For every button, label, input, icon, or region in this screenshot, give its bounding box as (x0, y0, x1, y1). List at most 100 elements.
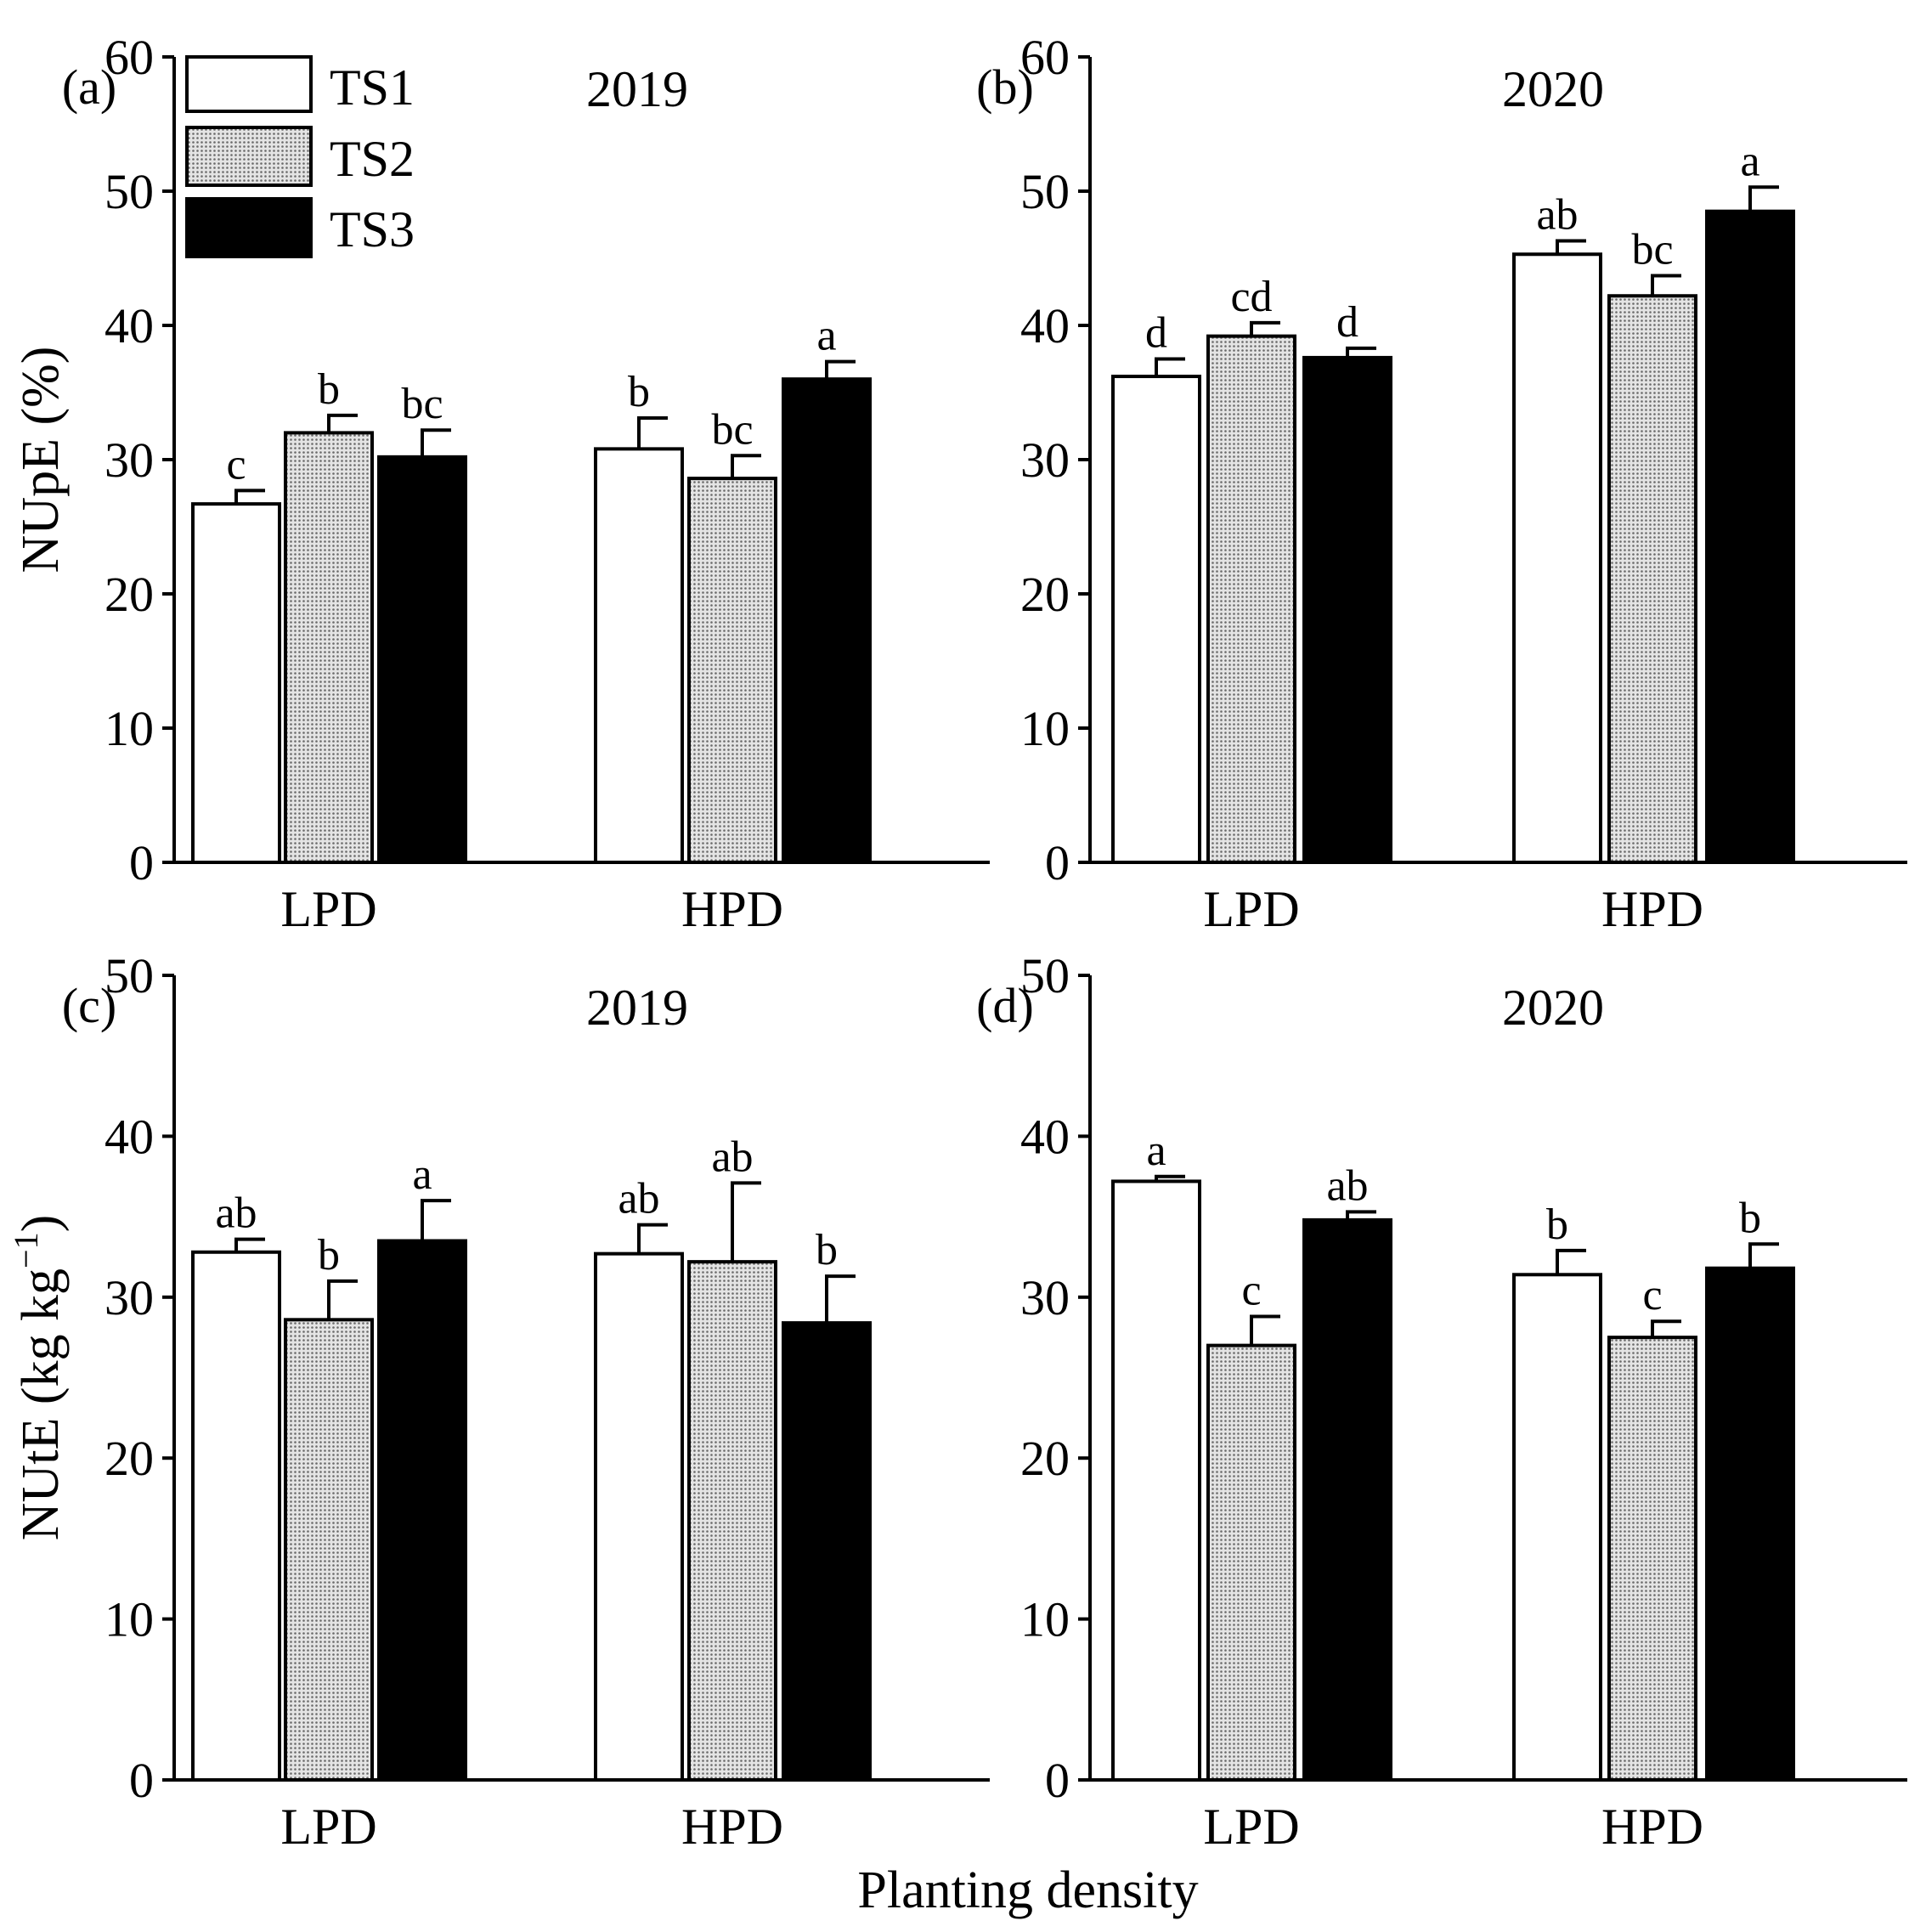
y-tick-label: 50 (1020, 164, 1070, 219)
bar-ts3 (377, 455, 467, 865)
y-tick-label: 50 (1020, 948, 1070, 1003)
panel-a: 0 10 20 30 40 50 60 c b b bc bc a LPD HPD (a) 2019 NUpE (… (12, 30, 990, 937)
significance-letter: bc (711, 405, 753, 454)
category-label: HPD (681, 1799, 783, 1855)
significance-letter: b (318, 1231, 340, 1280)
significance-letter: bc (401, 380, 443, 428)
bar-ts2 (1607, 1336, 1697, 1782)
category-label: HPD (681, 881, 783, 937)
panel-title: 2020 (1502, 61, 1604, 117)
bar-ts3 (782, 1321, 872, 1782)
significance-letter: a (1146, 1127, 1166, 1175)
panel-letter: (d) (976, 978, 1034, 1033)
bar-ts3 (782, 377, 872, 864)
y-axis-title-end: ) (12, 1215, 70, 1233)
panel-letter: (c) (62, 978, 116, 1033)
significance-letter: ab (1326, 1161, 1368, 1210)
panel-title: 2019 (586, 980, 688, 1036)
significance-letter: b (1546, 1200, 1568, 1249)
category-label: HPD (1601, 1799, 1703, 1855)
legend-label-ts2: TS2 (330, 131, 415, 187)
significance-letter: b (1739, 1194, 1761, 1242)
bar-ts3 (1705, 209, 1795, 864)
bar-ts3 (1302, 1217, 1392, 1782)
y-tick-label: 40 (1020, 1109, 1070, 1164)
panel-title: 2020 (1502, 980, 1604, 1036)
bar-ts2 (1206, 334, 1296, 864)
y-tick-label: 60 (104, 30, 154, 85)
bar-ts1 (594, 447, 684, 864)
bar-ts3 (1302, 355, 1392, 865)
significance-letter: c (1642, 1271, 1662, 1319)
y-tick-label: 10 (104, 701, 154, 756)
panel-title: 2019 (586, 61, 688, 117)
y-tick-label: 60 (1020, 30, 1070, 85)
bar-ts3 (377, 1239, 467, 1782)
y-tick-label: 0 (1045, 835, 1070, 890)
bar-ts2 (284, 431, 374, 864)
y-axis-title: NUtE (kg kg−1) (7, 1215, 70, 1541)
legend-label-ts3: TS3 (330, 201, 415, 257)
y-tick-label: 50 (104, 164, 154, 219)
y-axis-title-superscript: −1 (7, 1232, 45, 1268)
bar-ts1 (1111, 375, 1201, 865)
category-label: LPD (1203, 1799, 1299, 1855)
y-tick-label: 10 (1020, 1592, 1070, 1647)
y-tick-label: 20 (1020, 1431, 1070, 1486)
y-tick-label: 30 (1020, 432, 1070, 488)
bar-ts1 (1512, 1273, 1602, 1782)
y-tick-label: 40 (104, 1109, 154, 1164)
panel-letter: (a) (62, 59, 116, 115)
significance-letter: ab (1536, 190, 1578, 239)
significance-letter: a (412, 1150, 432, 1199)
bar-ts1 (191, 1250, 281, 1782)
y-tick-label: 20 (1020, 567, 1070, 622)
legend: TS1 TS2 TS3 (185, 55, 415, 258)
significance-letter: c (226, 440, 246, 489)
y-tick-label: 0 (129, 835, 154, 890)
y-axis-title-text: NUtE (kg kg (12, 1268, 70, 1540)
bar-ts2 (1206, 1343, 1296, 1782)
panel-letter: (b) (976, 59, 1034, 115)
y-tick-label: 20 (104, 1431, 154, 1486)
y-tick-label: 0 (1045, 1753, 1070, 1808)
y-tick-label: 10 (1020, 701, 1070, 756)
bar-ts1 (1111, 1179, 1201, 1782)
y-axis-title: NUpE (%) (12, 347, 70, 573)
bar-ts2 (687, 1260, 777, 1782)
y-tick-label: 50 (104, 948, 154, 1003)
y-tick-label: 10 (104, 1592, 154, 1647)
significance-letter: d (1336, 298, 1358, 347)
category-label: LPD (280, 1799, 376, 1855)
significance-letter: ab (711, 1133, 753, 1181)
y-tick-label: 20 (104, 567, 154, 622)
y-tick-label: 30 (104, 432, 154, 488)
legend-swatch-ts3 (185, 197, 313, 258)
figure-x-axis-title: Planting density (857, 1861, 1198, 1919)
category-label: HPD (1601, 881, 1703, 937)
bar-ts1 (594, 1251, 684, 1782)
legend-swatch-ts2 (185, 126, 313, 187)
y-axis-title-text: NUpE (%) (12, 347, 70, 573)
y-tick-label: 0 (129, 1753, 154, 1808)
significance-letter: cd (1230, 273, 1272, 321)
panel-b: 0 10 20 30 40 50 60 d ab cd bc d a LPD HPD (b) 2020 (976, 30, 1907, 937)
significance-letter: ab (618, 1175, 659, 1223)
legend-label-ts1: TS1 (330, 59, 415, 116)
category-label: LPD (280, 881, 376, 937)
significance-letter: d (1145, 309, 1167, 358)
bar-ts1 (1512, 252, 1602, 864)
significance-letter: b (318, 365, 340, 414)
significance-letter: a (816, 312, 836, 360)
bar-ts2 (284, 1318, 374, 1782)
significance-letter: a (1740, 137, 1759, 185)
y-tick-label: 30 (1020, 1270, 1070, 1325)
significance-letter: b (816, 1226, 838, 1274)
bar-ts2 (1607, 294, 1697, 864)
category-label: LPD (1203, 881, 1299, 937)
significance-letter: bc (1631, 226, 1673, 274)
bar-ts1 (191, 502, 281, 864)
